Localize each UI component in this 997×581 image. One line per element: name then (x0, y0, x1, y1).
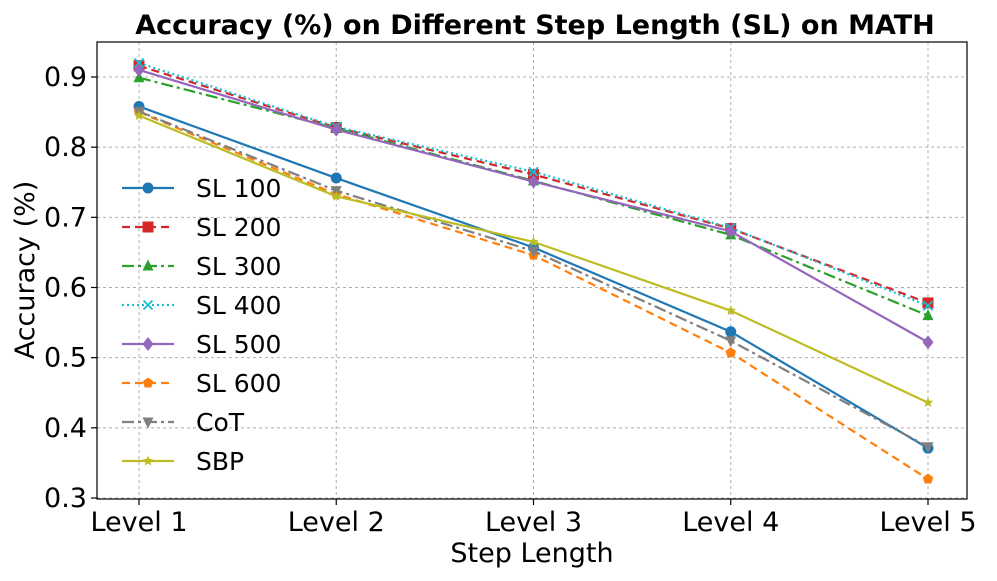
legend-label: SL 100 (196, 174, 281, 203)
series-sbp (133, 110, 934, 408)
y-tick-label: 0.7 (44, 202, 87, 233)
data-point (528, 174, 539, 189)
chart-title: Accuracy (%) on Different Step Length (S… (135, 10, 935, 41)
y-tick-label: 0.3 (44, 483, 87, 514)
legend-marker (142, 299, 154, 311)
legend-marker (142, 417, 154, 429)
legend-label: CoT (196, 408, 245, 437)
legend-marker (142, 221, 154, 233)
data-point (725, 326, 737, 338)
data-point (331, 190, 342, 201)
x-tick-label: Level 5 (879, 507, 976, 538)
series-sl-400 (133, 57, 934, 311)
data-point (725, 336, 737, 348)
legend-label: SL 400 (196, 291, 281, 320)
data-point (922, 473, 934, 484)
y-axis-label: Accuracy (%) (10, 181, 41, 360)
data-point (922, 300, 934, 311)
x-tick-label: Level 1 (90, 507, 187, 538)
legend-label: SL 500 (196, 330, 281, 359)
legend-item: SL 500 (122, 330, 281, 359)
series-sl-500 (133, 62, 934, 350)
grid (97, 42, 967, 499)
data-point (922, 442, 934, 454)
y-tick-label: 0.4 (44, 413, 87, 444)
legend-item: SBP (122, 447, 244, 476)
y-tick-label: 0.8 (44, 132, 87, 163)
series-lines (133, 57, 934, 484)
y-tick-label: 0.5 (44, 343, 87, 374)
legend: SL 100 SL 200 SL 300 SL 400 SL 500 SL 600 CoT S… (122, 174, 281, 476)
data-point (133, 57, 145, 69)
legend-item: CoT (122, 408, 245, 437)
data-point (725, 347, 736, 358)
legend-marker (142, 259, 154, 271)
legend-item: SL 200 (122, 213, 281, 242)
legend-marker (142, 377, 154, 388)
data-point (528, 166, 539, 177)
plot-frame (96, 41, 968, 500)
data-point (528, 246, 539, 258)
data-point (528, 236, 539, 247)
data-point (725, 305, 736, 316)
legend-marker (142, 455, 154, 466)
legend-item: SL 600 (122, 369, 281, 398)
data-point (133, 110, 145, 121)
axis-ticks: Level 1 Level 2 Level 3 Level 4 Level 5 0.3 0.… (44, 62, 976, 538)
legend-item: SL 100 (122, 174, 281, 203)
x-tick-label: Level 3 (485, 507, 582, 538)
data-point (725, 224, 737, 239)
series-line (138, 61, 929, 307)
legend-marker (142, 182, 154, 194)
data-point (922, 297, 934, 309)
legend-label: SL 600 (196, 369, 281, 398)
data-point (133, 62, 145, 77)
legend-label: SL 300 (196, 252, 281, 281)
legend-item: SL 300 (122, 252, 281, 281)
legend-label: SBP (196, 447, 244, 476)
x-tick-label: Level 2 (288, 507, 385, 538)
legend-label: SL 200 (196, 213, 281, 242)
data-point (922, 397, 934, 408)
data-point (330, 172, 342, 184)
legend-marker (142, 337, 154, 351)
x-axis-label: Step Length (450, 538, 613, 569)
x-tick-label: Level 4 (682, 507, 779, 538)
y-tick-label: 0.6 (44, 273, 87, 304)
legend-item: SL 400 (122, 291, 281, 320)
data-point (330, 122, 342, 137)
y-tick-label: 0.9 (44, 62, 87, 93)
data-point (922, 335, 934, 350)
data-point (922, 309, 934, 321)
